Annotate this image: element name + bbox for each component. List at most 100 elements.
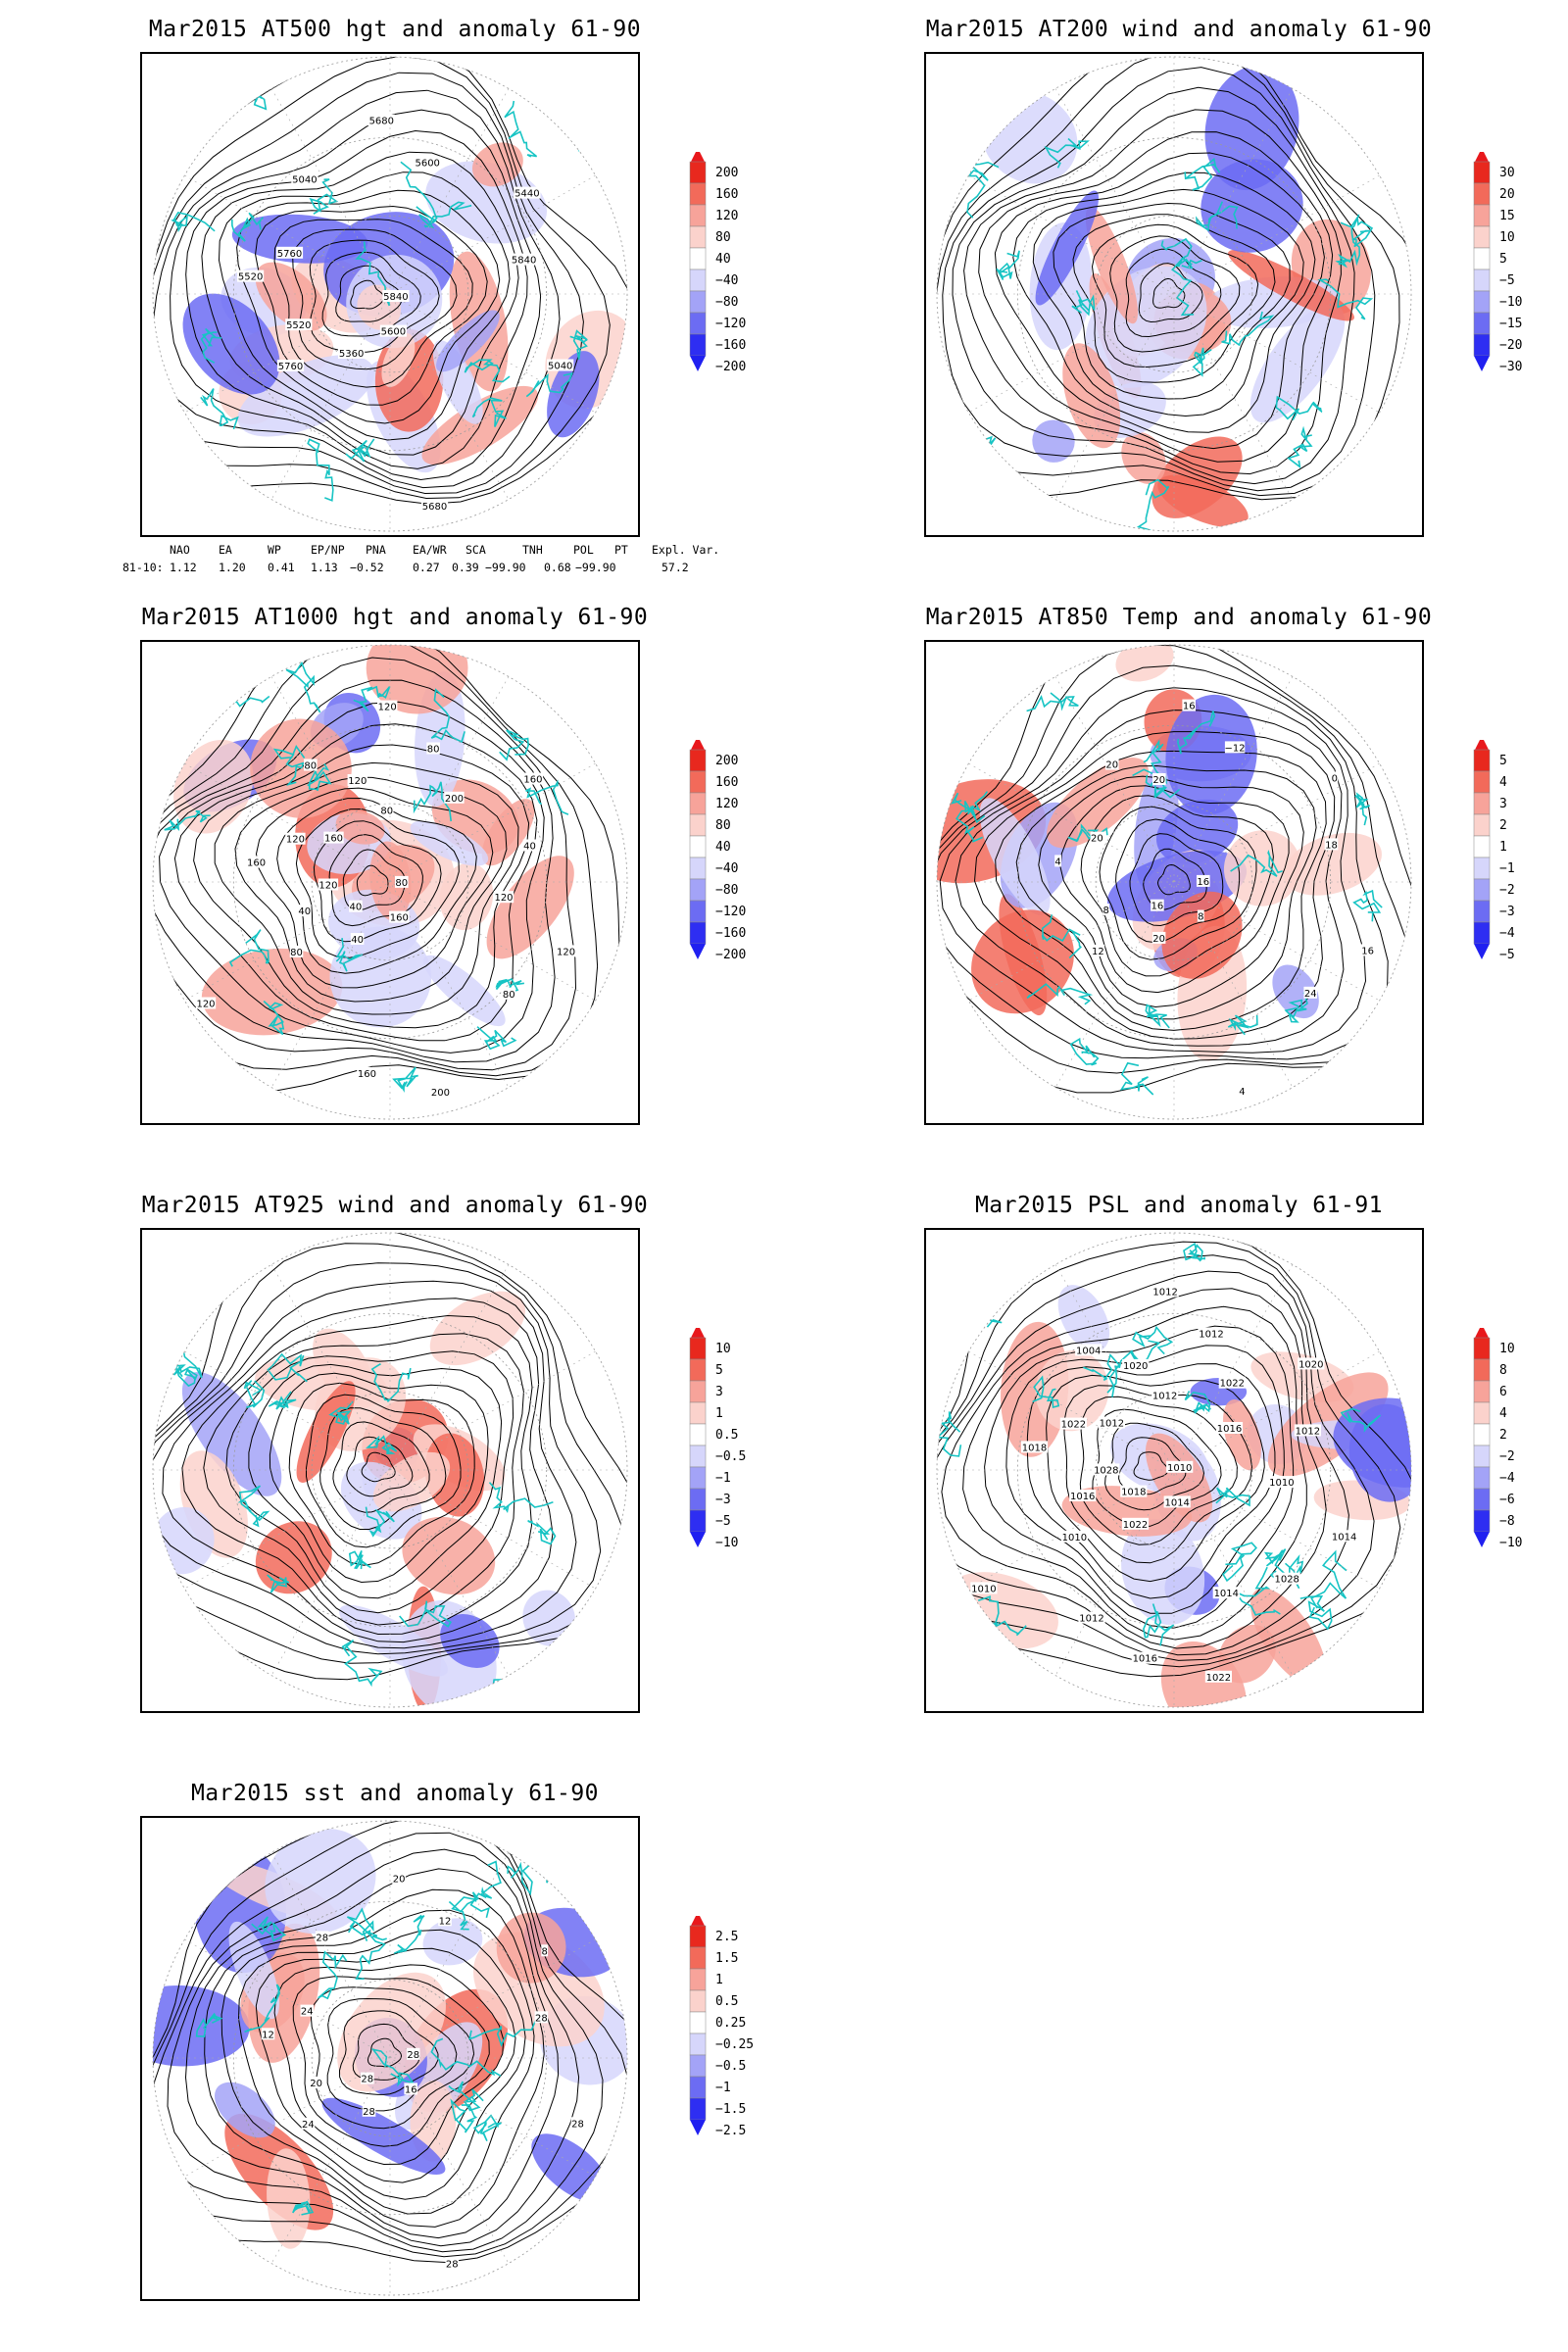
contour-label: 28: [535, 2013, 548, 2024]
contour-line: [201, 151, 519, 456]
colorbar-tick-label: −5: [1499, 948, 1515, 962]
contour-label: 40: [350, 903, 363, 913]
contour-label: 5840: [512, 256, 536, 267]
negative-anomaly-area: [1200, 159, 1303, 253]
contour-line: [181, 1314, 533, 1636]
contour-line: [309, 239, 440, 353]
contour-line: [203, 1333, 524, 1626]
negative-anomaly-area: [422, 955, 506, 1027]
contour-line: [1015, 764, 1317, 1020]
coastline: [1192, 347, 1212, 377]
polar-map: 28 24 20 16 12 8 28 28 28 20 12 28 24 28 28: [140, 1816, 640, 2301]
colorbar-swatch: [689, 2033, 707, 2056]
colorbar-swatch: [1473, 312, 1491, 335]
colorbar-tick-label: 120: [715, 209, 739, 223]
colorbar-swatch: [689, 1401, 707, 1425]
colorbar-swatch: [1473, 878, 1491, 902]
colorbar-tick-label: 160: [715, 775, 739, 790]
contour-line: [952, 86, 1355, 485]
colorbar: 10 5 3 1 0.5 −0.5 −1 −3 −5 −10: [684, 1328, 772, 1622]
index-header: EP/NP: [311, 543, 345, 557]
coastline: [346, 1907, 374, 1941]
coastline: [495, 977, 525, 995]
contour-label: 5040: [548, 362, 572, 372]
colorbar-bottom-arrow: [690, 1532, 706, 1547]
coastline: [370, 2048, 416, 2087]
coastline: [1143, 1603, 1175, 1646]
coastline: [1340, 1407, 1382, 1433]
contour-label: 80: [427, 745, 440, 756]
index-value: 0.41: [268, 561, 295, 574]
coastline: [499, 729, 530, 761]
index-value-row: 81-10: 1.12 1.20 0.41 1.13 −0.52 0.27 0.…: [122, 561, 720, 578]
contour-label: 16: [1183, 702, 1196, 712]
index-value: 0.27: [413, 561, 440, 574]
contour-line: [326, 1997, 458, 2112]
contour-line: [942, 67, 1376, 492]
coastline: [353, 685, 391, 712]
colorbar-tick-label: −10: [715, 1536, 739, 1550]
positive-anomaly-area: [296, 1381, 356, 1483]
coastline: [504, 100, 538, 158]
coastline: [413, 781, 452, 822]
contour-label: 1016: [1133, 1654, 1157, 1665]
negative-anomaly-area: [1204, 65, 1299, 190]
latitude-circle: [152, 1232, 628, 1708]
contour-label: 1012: [1079, 1614, 1103, 1625]
contour-label: 1018: [1121, 1488, 1146, 1498]
contour-line: [937, 664, 1389, 1060]
coastline: [309, 178, 339, 215]
contour-label: 1010: [1062, 1533, 1087, 1544]
colorbar-tick-label: 10: [1499, 230, 1515, 245]
colorbar-swatch: [689, 1946, 707, 1970]
contour-line: [162, 1298, 554, 1643]
colorbar-swatch: [1473, 835, 1491, 858]
coastline: [577, 96, 607, 155]
latitude-circle: [936, 56, 1412, 532]
contour-line: [1053, 202, 1291, 400]
contour-label: 20: [1152, 934, 1165, 945]
coastline: [1069, 1037, 1100, 1066]
coastline: [1083, 1353, 1120, 1397]
colorbar-tick-label: −20: [1499, 338, 1523, 353]
polar-map: 5840 5760 5680 5600 5520 5440 5360 5040 5040 5520…: [140, 52, 640, 537]
contour-label: 18: [1325, 840, 1338, 851]
colorbar-swatch: [689, 1380, 707, 1403]
contour-label: 1014: [1332, 1532, 1356, 1543]
colorbar-swatch: [689, 1358, 707, 1382]
colorbar-tick-label: −1: [1499, 861, 1515, 876]
contour-line: [236, 189, 501, 424]
panel-at1000-height: Mar2015 AT1000 hgt and anomaly 61-90 80 8…: [140, 605, 826, 1153]
colorbar-tick-label: 15: [1499, 209, 1515, 223]
colorbar-tick-label: −5: [715, 1514, 731, 1529]
coastline: [1145, 1004, 1170, 1029]
contour-label: 1028: [1094, 1465, 1118, 1476]
panel-at200-wind: Mar2015 AT200 wind and anomaly 61-90 30 2…: [924, 17, 1568, 565]
colorbar-swatch: [689, 182, 707, 206]
positive-anomaly-area: [402, 1516, 496, 1595]
teleconnection-table: NAO EA WP EP/NP PNA EA/WR SCA TNH POL PT…: [122, 543, 720, 578]
colorbar-tick-label: 4: [1499, 1406, 1507, 1421]
panel-at500-height: Mar2015 AT500 hgt and anomaly 61-90 5840…: [122, 17, 826, 614]
panel-at925-wind: Mar2015 AT925 wind and anomaly 61-90 10 5…: [140, 1193, 826, 1741]
index-header: NAO: [170, 543, 190, 557]
coastline: [399, 1600, 453, 1628]
contour-line: [153, 1243, 625, 1664]
meridian-line: [184, 1350, 596, 1590]
contour-label: 5040: [292, 175, 317, 186]
coastline: [228, 929, 270, 967]
contour-line: [153, 57, 627, 505]
colorbar-swatch: [1473, 1445, 1491, 1468]
coastline: [448, 1891, 480, 1931]
colorbar-swatch: [1473, 1337, 1491, 1360]
contour-line: [1099, 806, 1257, 960]
coastline: [263, 1001, 285, 1036]
colorbar-tick-label: −0.5: [715, 1449, 747, 1464]
contour-label: 5360: [339, 349, 364, 360]
colorbar-swatch: [689, 921, 707, 945]
colorbar-swatch: [689, 900, 707, 923]
colorbar-tick-label: −4: [1499, 926, 1515, 941]
contour-line: [292, 228, 458, 370]
colorbar-tick-label: −6: [1499, 1493, 1515, 1507]
contour-label: 28: [361, 2075, 373, 2085]
